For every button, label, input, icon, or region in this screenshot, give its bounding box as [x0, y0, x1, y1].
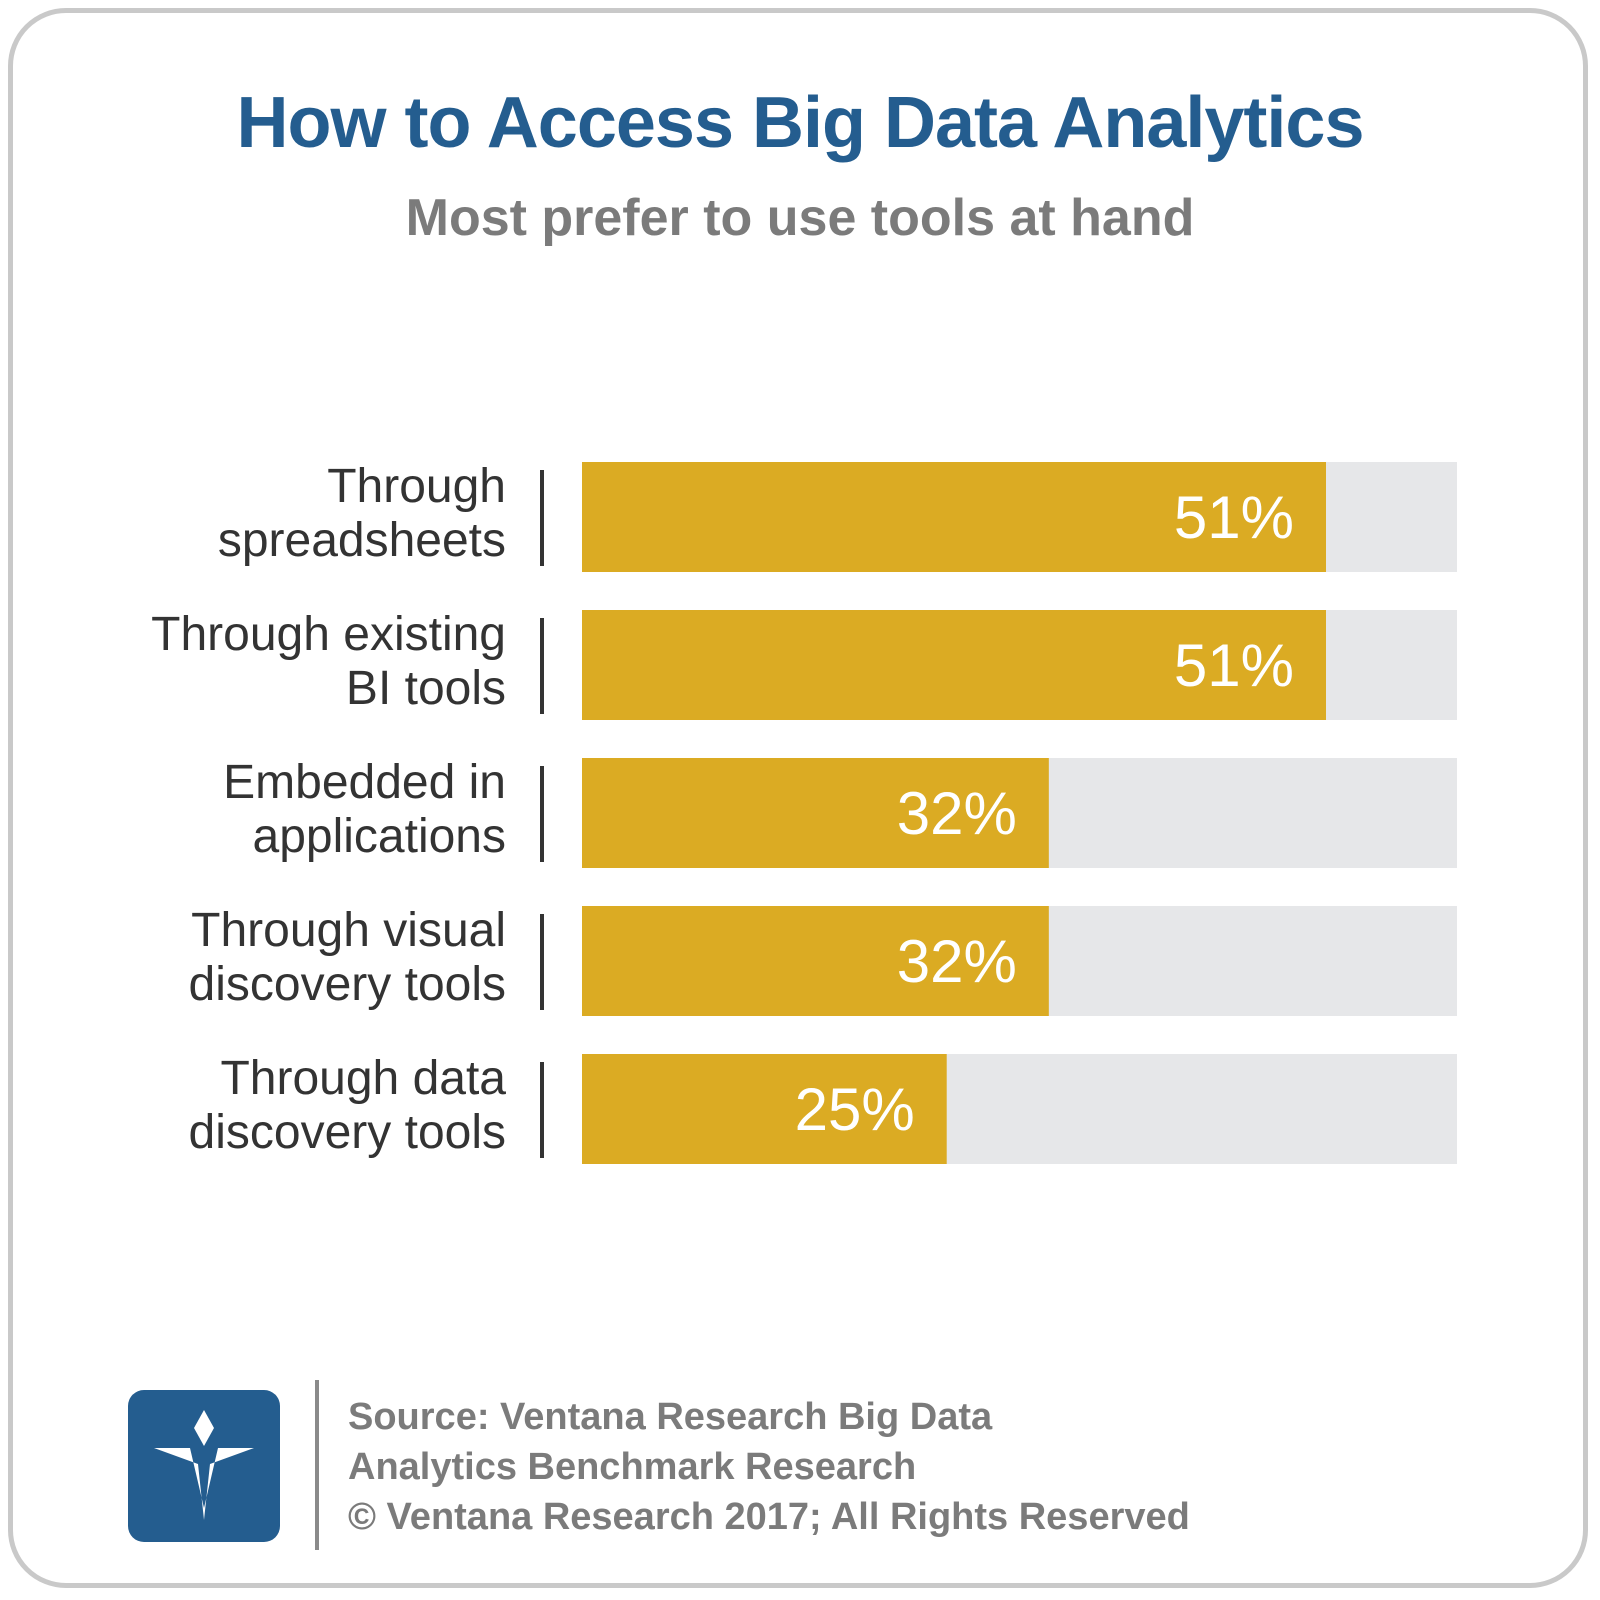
- label-divider: [540, 1062, 544, 1158]
- category-label: Through: [327, 460, 506, 513]
- footer-line: Source: Ventana Research Big Data: [348, 1396, 993, 1438]
- value-label: 32%: [897, 780, 1017, 847]
- category-label: BI tools: [346, 662, 506, 715]
- chart-subtitle: Most prefer to use tools at hand: [405, 189, 1195, 247]
- label-divider: [540, 914, 544, 1010]
- label-divider: [540, 766, 544, 862]
- category-label: Embedded in: [223, 756, 506, 809]
- value-label: 51%: [1174, 632, 1294, 699]
- bar: [582, 610, 1326, 720]
- footer-line: © Ventana Research 2017; All Rights Rese…: [348, 1496, 1190, 1538]
- ventana-v-logo-icon: [128, 1390, 280, 1542]
- category-label: discovery tools: [189, 1106, 506, 1159]
- value-label: 51%: [1174, 484, 1294, 551]
- value-label: 25%: [795, 1076, 915, 1143]
- category-label: applications: [253, 810, 507, 863]
- bar: [582, 462, 1326, 572]
- category-label: Through existing: [151, 608, 506, 661]
- category-label: spreadsheets: [218, 514, 506, 567]
- bar: [582, 906, 1049, 1016]
- bar: [582, 758, 1049, 868]
- value-label: 32%: [897, 928, 1017, 995]
- category-label: Through data: [220, 1052, 506, 1105]
- chart-title: How to Access Big Data Analytics: [236, 83, 1365, 163]
- label-divider: [540, 470, 544, 566]
- category-label: Through visual: [191, 904, 506, 957]
- footer-divider: [315, 1380, 319, 1550]
- footer-line: Analytics Benchmark Research: [348, 1446, 917, 1488]
- label-divider: [540, 618, 544, 714]
- category-label: discovery tools: [189, 958, 506, 1011]
- source-footer: Source: Ventana Research Big Data Analyt…: [348, 1392, 1190, 1542]
- bar: [582, 1054, 947, 1164]
